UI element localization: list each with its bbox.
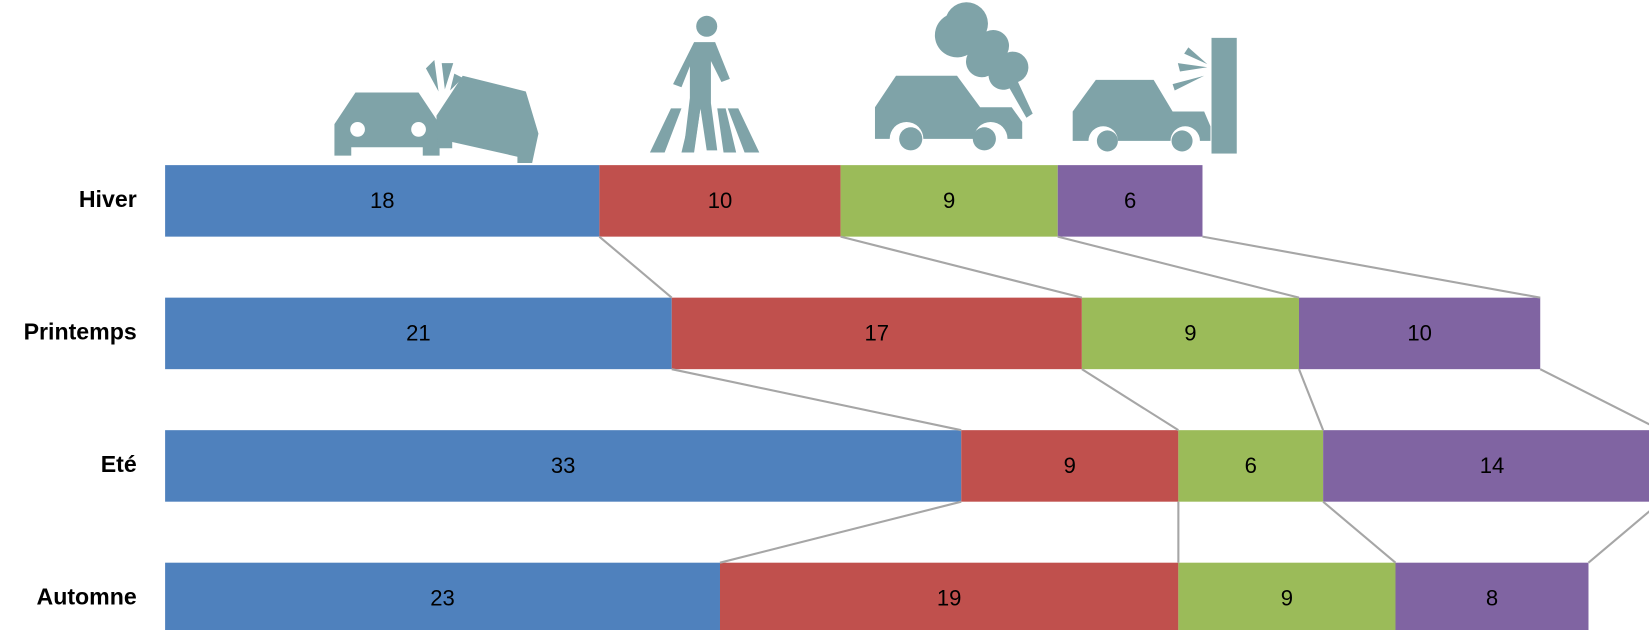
bar-segment — [165, 562, 720, 630]
data-label: 18 — [370, 188, 395, 213]
series-line — [598, 235, 673, 299]
data-label: 9 — [1184, 320, 1196, 345]
bar-segment — [1298, 297, 1541, 370]
data-label: 6 — [1124, 188, 1136, 213]
data-label: 9 — [1064, 453, 1076, 478]
bar-segment — [165, 297, 672, 370]
icon-collision — [334, 59, 539, 164]
bar-segment — [1057, 165, 1203, 237]
bar-segment — [1323, 430, 1649, 502]
series-line — [1057, 235, 1300, 299]
series-line — [1081, 368, 1179, 432]
data-label: 10 — [1407, 320, 1432, 345]
data-label: 23 — [430, 585, 455, 610]
bar-segment — [165, 430, 962, 502]
bar-segment — [961, 430, 1179, 502]
data-label: 17 — [865, 320, 890, 345]
bar-segment — [671, 297, 1082, 370]
bar-segment — [1081, 297, 1299, 370]
category-label: Eté — [101, 451, 137, 477]
bar-segment — [1178, 430, 1324, 502]
bar-segment — [1395, 562, 1589, 630]
data-label: 9 — [1281, 585, 1293, 610]
category-label: Hiver — [79, 186, 137, 212]
series-line — [671, 368, 962, 432]
data-label: 10 — [708, 188, 733, 213]
series-line — [719, 500, 962, 564]
series-line — [1322, 500, 1397, 564]
data-label: 33 — [551, 453, 576, 478]
series-line — [840, 235, 1083, 299]
icon-car-wall — [1072, 37, 1237, 154]
category-label: Printemps — [24, 319, 137, 345]
series-line — [1298, 368, 1325, 431]
data-label: 19 — [937, 585, 962, 610]
data-label: 8 — [1486, 585, 1498, 610]
bar-segment — [840, 165, 1058, 237]
icon-car-smoke — [874, 2, 1033, 151]
category-label: Automne — [37, 584, 137, 610]
series-line — [1587, 510, 1649, 564]
data-label: 21 — [406, 320, 431, 345]
bar-segment — [719, 562, 1179, 630]
data-label: 9 — [943, 188, 955, 213]
bar-segment — [165, 165, 600, 237]
bar-segment — [1178, 562, 1396, 630]
data-label: 14 — [1480, 453, 1505, 478]
icon-pedestrian — [649, 15, 760, 153]
series-line — [1539, 368, 1649, 426]
bar-segment — [599, 165, 841, 237]
series-line — [1202, 235, 1541, 299]
data-label: 6 — [1245, 453, 1257, 478]
